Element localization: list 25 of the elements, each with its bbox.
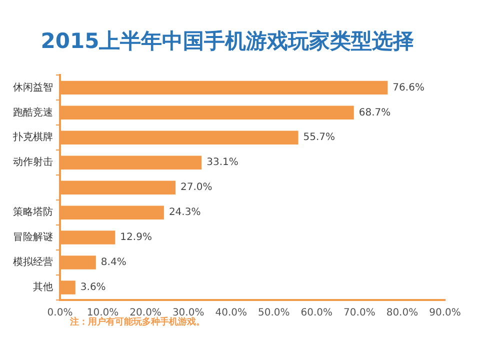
data-label: 8.4% [100,257,126,268]
x-tick-label: 70.0% [344,308,376,319]
x-tick-label: 90.0% [429,308,461,319]
data-label: 76.6% [392,82,424,94]
x-tick-label: 50.0% [258,308,290,319]
data-label: 55.7% [303,132,336,144]
x-tick-label: 40.0% [215,308,247,319]
x-tick-label: 60.0% [300,308,333,319]
data-label: 33.1% [206,157,238,168]
x-tick-label: 80.0% [386,308,418,319]
y-tick-label: 策略塔防 [13,206,53,218]
y-tick-label: 休闲益智 [13,81,53,94]
y-tick-label: 其他 [33,281,53,294]
y-tick-label: 跑酷竞速 [13,106,53,118]
text: 注：用户有可能玩多种手机游戏。 [69,316,205,328]
y-tick-label: 模拟经营 [13,256,53,268]
data-label: 3.6% [80,282,106,294]
data-label: 27.0% [180,182,212,194]
data-label: 68.7% [358,107,391,118]
chart-title: 2015上半年中国手机游戏玩家类型选择 [40,29,414,54]
y-tick-label: 扑克棋牌 [12,131,53,144]
data-label: 24.3% [168,207,201,218]
y-tick-label: 动作射击 [13,156,53,168]
data-label: 12.9% [120,232,152,244]
y-tick-label: 冒险解谜 [13,231,53,244]
